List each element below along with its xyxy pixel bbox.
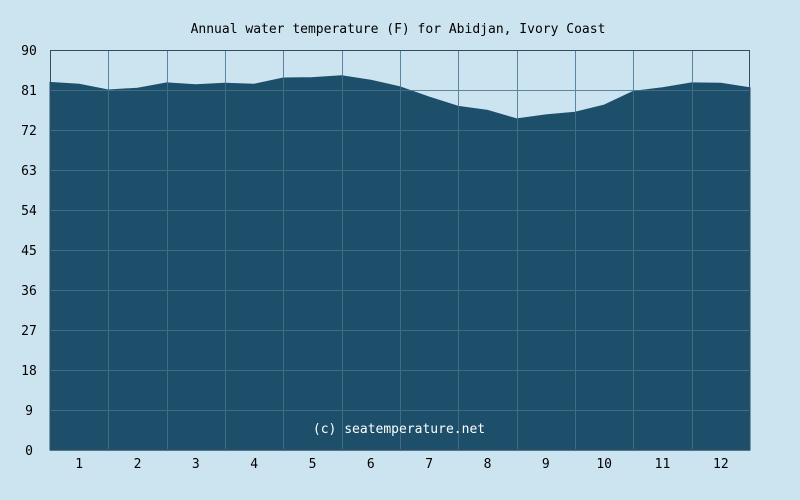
x-tick-label: 2 <box>134 457 142 472</box>
y-tick-label: 18 <box>21 364 37 379</box>
y-tick-label: 0 <box>25 444 33 459</box>
chart-title: Annual water temperature (F) for Abidjan… <box>191 22 606 37</box>
y-tick-label: 63 <box>21 164 37 179</box>
x-tick-label: 3 <box>192 457 200 472</box>
y-tick-label: 36 <box>21 284 37 299</box>
x-tick-label: 10 <box>596 457 612 472</box>
y-tick-label: 45 <box>21 244 37 259</box>
x-tick-label: 12 <box>713 457 729 472</box>
y-tick-label: 27 <box>21 324 37 339</box>
y-tick-label: 9 <box>25 404 33 419</box>
x-tick-label: 9 <box>542 457 550 472</box>
y-tick-label: 54 <box>21 204 37 219</box>
x-tick-label: 1 <box>75 457 83 472</box>
x-tick-label: 4 <box>250 457 258 472</box>
credit-label: (c) seatemperature.net <box>313 422 485 437</box>
x-tick-label: 7 <box>425 457 433 472</box>
y-tick-label: 81 <box>21 84 37 99</box>
x-tick-label: 8 <box>484 457 492 472</box>
y-tick-label: 72 <box>21 124 37 139</box>
y-tick-label: 90 <box>21 44 37 59</box>
x-tick-label: 11 <box>655 457 671 472</box>
y-axis: 0 9 18 27 36 45 54 63 72 81 90 <box>21 44 37 459</box>
x-tick-label: 6 <box>367 457 375 472</box>
x-axis: 1 2 3 4 5 6 7 8 9 10 11 12 <box>75 457 728 472</box>
plot-border <box>50 50 750 450</box>
x-tick-label: 5 <box>309 457 317 472</box>
